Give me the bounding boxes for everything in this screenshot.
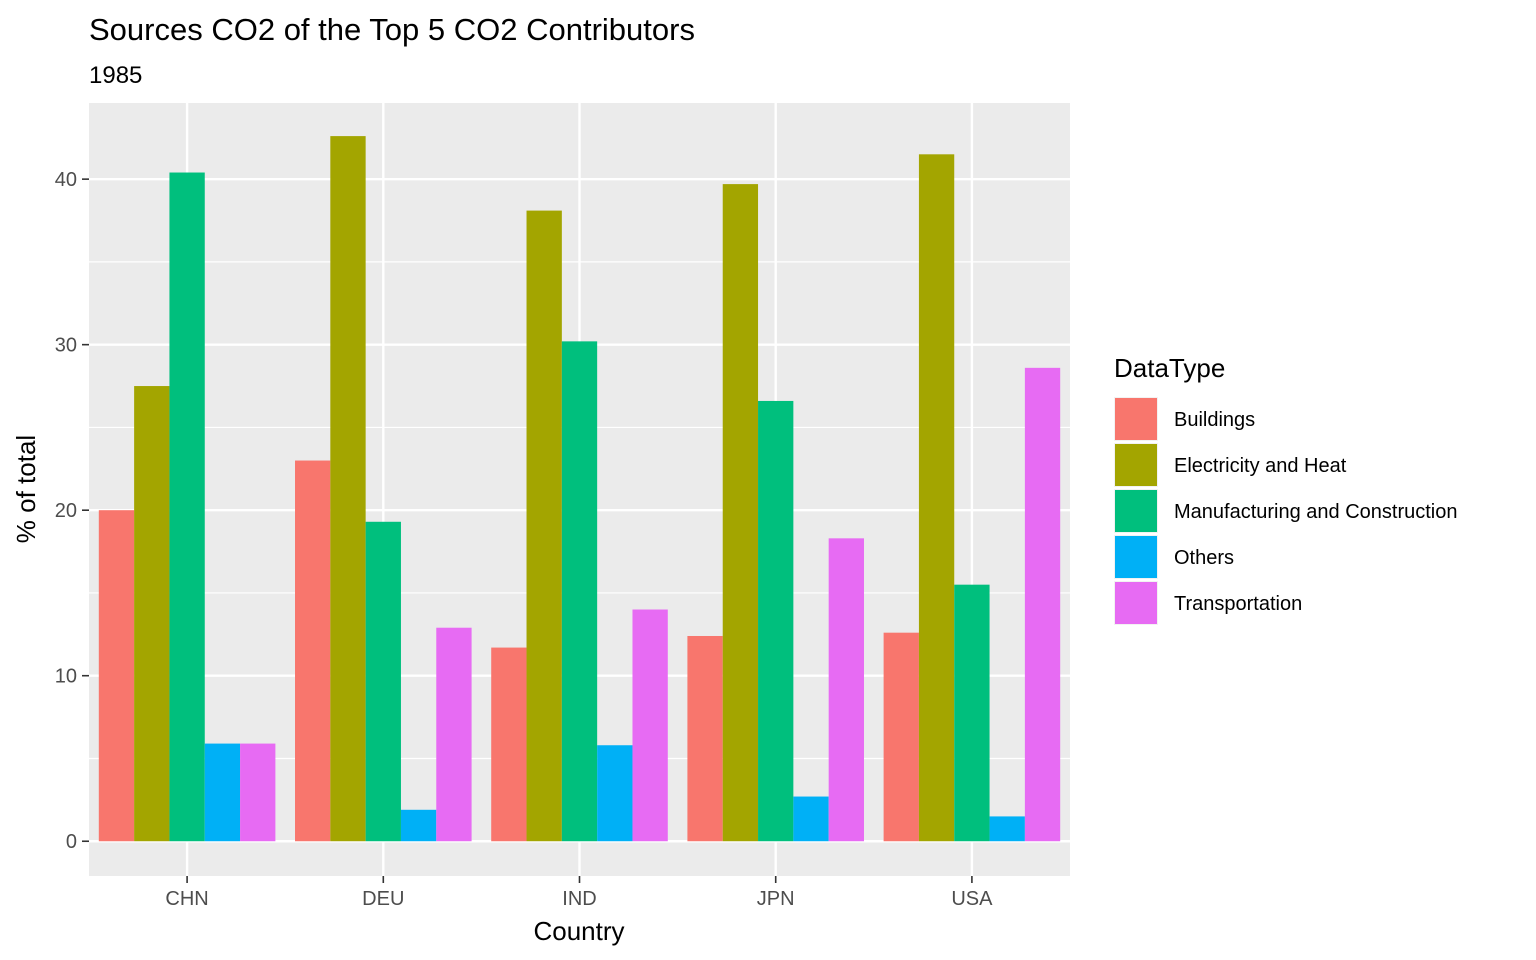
bar [722, 184, 759, 842]
chart-title: Sources CO2 of the Top 5 CO2 Contributor… [89, 12, 695, 47]
legend-key [1115, 536, 1157, 578]
bar [793, 796, 829, 842]
legend-label: Electricity and Heat [1174, 455, 1347, 477]
y-tick-label: 40 [55, 169, 77, 191]
x-axis: CHN DEU IND JPN USA [165, 876, 993, 910]
bar [632, 609, 668, 842]
bar [400, 809, 437, 842]
x-tick-label: CHN [165, 888, 208, 910]
x-tick-label: DEU [362, 888, 404, 910]
bar [918, 154, 955, 842]
legend-key [1115, 582, 1157, 624]
legend-label: Others [1174, 547, 1234, 569]
legend-label: Buildings [1174, 409, 1255, 431]
y-tick-label: 10 [55, 666, 77, 688]
legend-key [1115, 490, 1157, 532]
bar [1024, 367, 1061, 842]
legend-label: Manufacturing and Construction [1174, 501, 1458, 523]
y-tick-label: 0 [66, 831, 77, 853]
bar [526, 210, 562, 842]
bar [98, 510, 135, 842]
y-tick-label: 30 [55, 335, 77, 357]
bar [597, 745, 633, 842]
bar [561, 341, 598, 842]
bar [491, 647, 527, 842]
x-axis-title: Country [533, 916, 624, 946]
legend: DataType Buildings Electricity and Heat Ma… [1114, 353, 1458, 625]
legend-key [1115, 398, 1157, 440]
x-tick-label: IND [562, 888, 596, 910]
bar [330, 136, 366, 842]
bar [436, 627, 472, 842]
bar [295, 460, 331, 842]
bar [240, 743, 276, 842]
bar [687, 635, 723, 842]
legend-label: Transportation [1174, 593, 1302, 615]
bar [204, 743, 241, 842]
bar [989, 816, 1025, 842]
bar [954, 584, 990, 842]
bar [169, 172, 205, 842]
y-axis: 0 10 20 30 40 [55, 169, 89, 853]
y-axis-title: % of total [11, 435, 41, 543]
bar [365, 521, 401, 842]
y-tick-label: 20 [55, 500, 77, 522]
chart-subtitle: 1985 [89, 62, 142, 89]
legend-key [1115, 444, 1157, 486]
bar [883, 632, 919, 842]
bars [98, 136, 1061, 842]
bar [758, 400, 794, 842]
bar [828, 538, 864, 842]
x-tick-label: JPN [757, 888, 795, 910]
bar [134, 386, 170, 842]
x-tick-label: USA [951, 888, 993, 910]
legend-title: DataType [1114, 353, 1225, 383]
